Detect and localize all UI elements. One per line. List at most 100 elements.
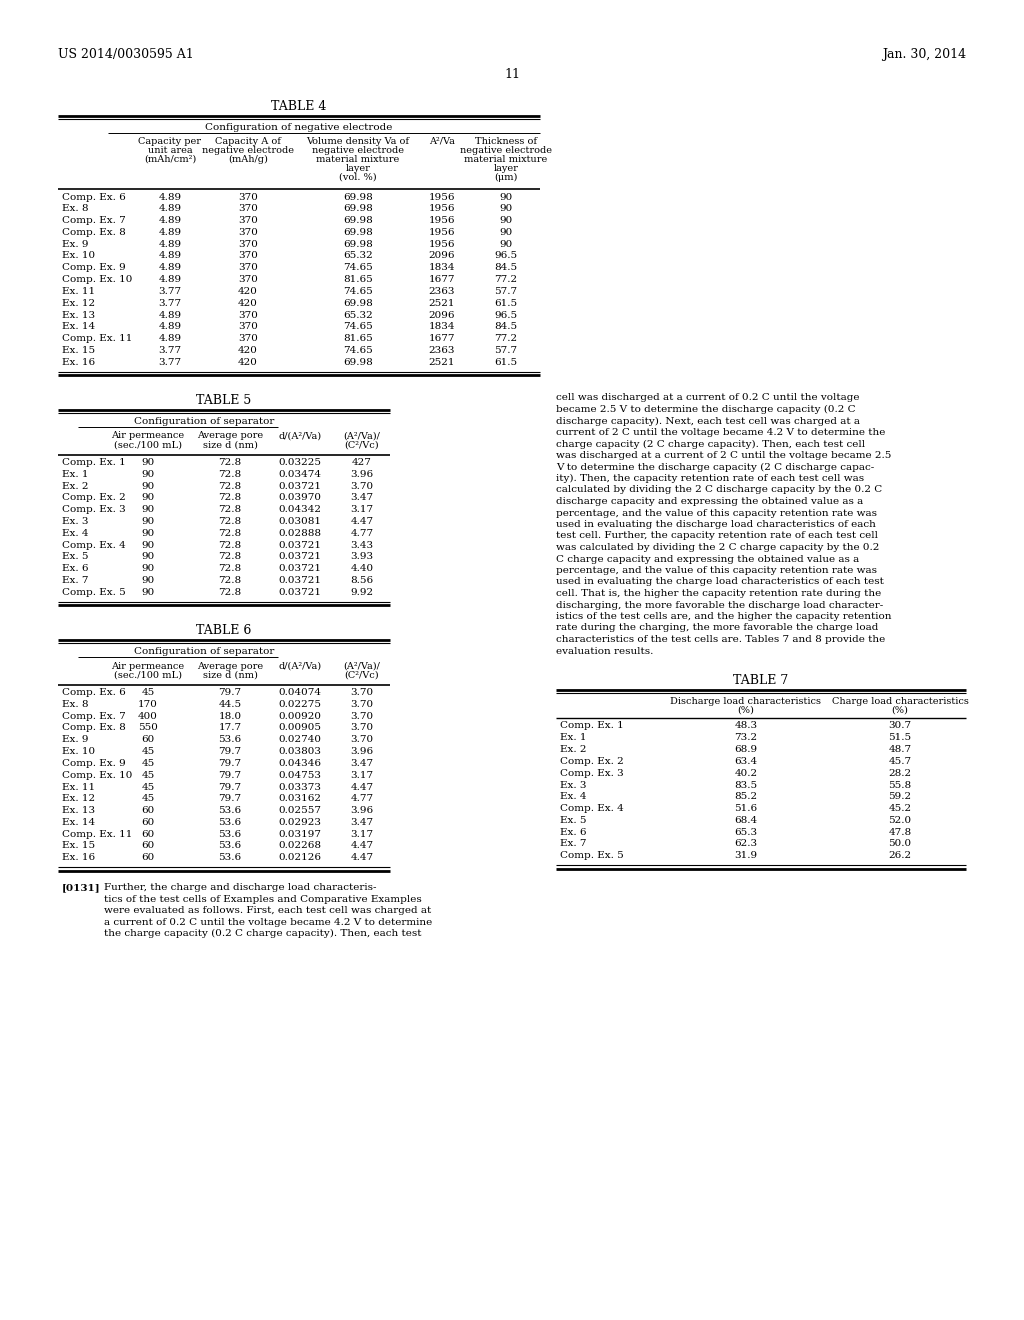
Text: Ex. 8: Ex. 8	[62, 205, 88, 214]
Text: cell was discharged at a current of 0.2 C until the voltage: cell was discharged at a current of 0.2 …	[556, 393, 859, 403]
Text: 370: 370	[238, 252, 258, 260]
Text: Ex. 1: Ex. 1	[560, 734, 587, 742]
Text: 79.7: 79.7	[218, 771, 242, 780]
Text: Ex. 5: Ex. 5	[560, 816, 587, 825]
Text: 59.2: 59.2	[889, 792, 911, 801]
Text: 73.2: 73.2	[734, 734, 758, 742]
Text: Comp. Ex. 4: Comp. Ex. 4	[62, 541, 126, 549]
Text: 57.7: 57.7	[495, 286, 517, 296]
Text: Ex. 13: Ex. 13	[62, 807, 95, 814]
Text: layer: layer	[345, 164, 371, 173]
Text: 90: 90	[500, 205, 513, 214]
Text: 4.77: 4.77	[350, 529, 374, 537]
Text: 0.02557: 0.02557	[279, 807, 322, 814]
Text: 90: 90	[141, 506, 155, 515]
Text: 53.6: 53.6	[218, 853, 242, 862]
Text: 69.98: 69.98	[343, 228, 373, 236]
Text: 0.04342: 0.04342	[279, 506, 322, 515]
Text: 0.02268: 0.02268	[279, 842, 322, 850]
Text: 1834: 1834	[429, 263, 456, 272]
Text: d/(A²/Va): d/(A²/Va)	[279, 432, 322, 441]
Text: 96.5: 96.5	[495, 252, 517, 260]
Text: 72.8: 72.8	[218, 494, 242, 503]
Text: 0.04074: 0.04074	[279, 688, 322, 697]
Text: (vol. %): (vol. %)	[339, 173, 377, 182]
Text: Ex. 3: Ex. 3	[560, 780, 587, 789]
Text: 1956: 1956	[429, 228, 456, 236]
Text: 4.89: 4.89	[159, 275, 181, 284]
Text: 3.96: 3.96	[350, 747, 374, 756]
Text: Comp. Ex. 10: Comp. Ex. 10	[62, 771, 132, 780]
Text: 31.9: 31.9	[734, 851, 758, 861]
Text: 3.17: 3.17	[350, 771, 374, 780]
Text: 2096: 2096	[429, 310, 456, 319]
Text: percentage, and the value of this capacity retention rate was: percentage, and the value of this capaci…	[556, 508, 877, 517]
Text: discharging, the more favorable the discharge load character-: discharging, the more favorable the disc…	[556, 601, 884, 610]
Text: 0.04346: 0.04346	[279, 759, 322, 768]
Text: were evaluated as follows. First, each test cell was charged at: were evaluated as follows. First, each t…	[104, 906, 431, 915]
Text: Volume density Va of: Volume density Va of	[306, 137, 410, 147]
Text: Air permeance: Air permeance	[112, 432, 184, 441]
Text: 45: 45	[141, 783, 155, 792]
Text: Comp. Ex. 1: Comp. Ex. 1	[560, 722, 624, 730]
Text: 69.98: 69.98	[343, 358, 373, 367]
Text: Configuration of separator: Configuration of separator	[134, 417, 274, 425]
Text: 0.03721: 0.03721	[279, 482, 322, 491]
Text: 4.47: 4.47	[350, 783, 374, 792]
Text: Discharge load characteristics: Discharge load characteristics	[671, 697, 821, 706]
Text: Ex. 6: Ex. 6	[560, 828, 587, 837]
Text: 84.5: 84.5	[495, 263, 517, 272]
Text: 85.2: 85.2	[734, 792, 758, 801]
Text: 45: 45	[141, 688, 155, 697]
Text: 3.70: 3.70	[350, 711, 374, 721]
Text: 2363: 2363	[429, 286, 456, 296]
Text: 3.70: 3.70	[350, 482, 374, 491]
Text: 90: 90	[141, 587, 155, 597]
Text: 50.0: 50.0	[889, 840, 911, 849]
Text: Ex. 10: Ex. 10	[62, 747, 95, 756]
Text: US 2014/0030595 A1: US 2014/0030595 A1	[58, 48, 194, 61]
Text: 3.47: 3.47	[350, 759, 374, 768]
Text: 72.8: 72.8	[218, 564, 242, 573]
Text: 370: 370	[238, 322, 258, 331]
Text: 4.89: 4.89	[159, 334, 181, 343]
Text: 51.6: 51.6	[734, 804, 758, 813]
Text: 90: 90	[500, 228, 513, 236]
Text: 90: 90	[141, 470, 155, 479]
Text: used in evaluating the charge load characteristics of each test: used in evaluating the charge load chara…	[556, 578, 884, 586]
Text: 370: 370	[238, 240, 258, 248]
Text: 90: 90	[500, 193, 513, 202]
Text: 4.89: 4.89	[159, 240, 181, 248]
Text: Ex. 1: Ex. 1	[62, 470, 88, 479]
Text: 45: 45	[141, 771, 155, 780]
Text: 72.8: 72.8	[218, 552, 242, 561]
Text: the charge capacity (0.2 C charge capacity). Then, each test: the charge capacity (0.2 C charge capaci…	[104, 929, 422, 939]
Text: Comp. Ex. 6: Comp. Ex. 6	[62, 688, 126, 697]
Text: 72.8: 72.8	[218, 482, 242, 491]
Text: 3.70: 3.70	[350, 735, 374, 744]
Text: Capacity A of: Capacity A of	[215, 137, 281, 147]
Text: Comp. Ex. 5: Comp. Ex. 5	[560, 851, 624, 861]
Text: 72.8: 72.8	[218, 576, 242, 585]
Text: negative electrode: negative electrode	[312, 147, 404, 154]
Text: Jan. 30, 2014: Jan. 30, 2014	[882, 48, 966, 61]
Text: 44.5: 44.5	[218, 700, 242, 709]
Text: 3.96: 3.96	[350, 807, 374, 814]
Text: 53.6: 53.6	[218, 735, 242, 744]
Text: 30.7: 30.7	[889, 722, 911, 730]
Text: 2521: 2521	[429, 298, 456, 308]
Text: (sec./100 mL): (sec./100 mL)	[114, 671, 182, 680]
Text: Ex. 16: Ex. 16	[62, 358, 95, 367]
Text: 65.3: 65.3	[734, 828, 758, 837]
Text: [0131]: [0131]	[62, 883, 100, 892]
Text: Comp. Ex. 6: Comp. Ex. 6	[62, 193, 126, 202]
Text: Comp. Ex. 7: Comp. Ex. 7	[62, 216, 126, 226]
Text: 4.89: 4.89	[159, 216, 181, 226]
Text: 9.92: 9.92	[350, 587, 374, 597]
Text: 4.89: 4.89	[159, 193, 181, 202]
Text: 81.65: 81.65	[343, 334, 373, 343]
Text: Ex. 16: Ex. 16	[62, 853, 95, 862]
Text: charge capacity (2 C charge capacity). Then, each test cell: charge capacity (2 C charge capacity). T…	[556, 440, 865, 449]
Text: Further, the charge and discharge load characteris-: Further, the charge and discharge load c…	[104, 883, 377, 892]
Text: TABLE 6: TABLE 6	[197, 623, 252, 636]
